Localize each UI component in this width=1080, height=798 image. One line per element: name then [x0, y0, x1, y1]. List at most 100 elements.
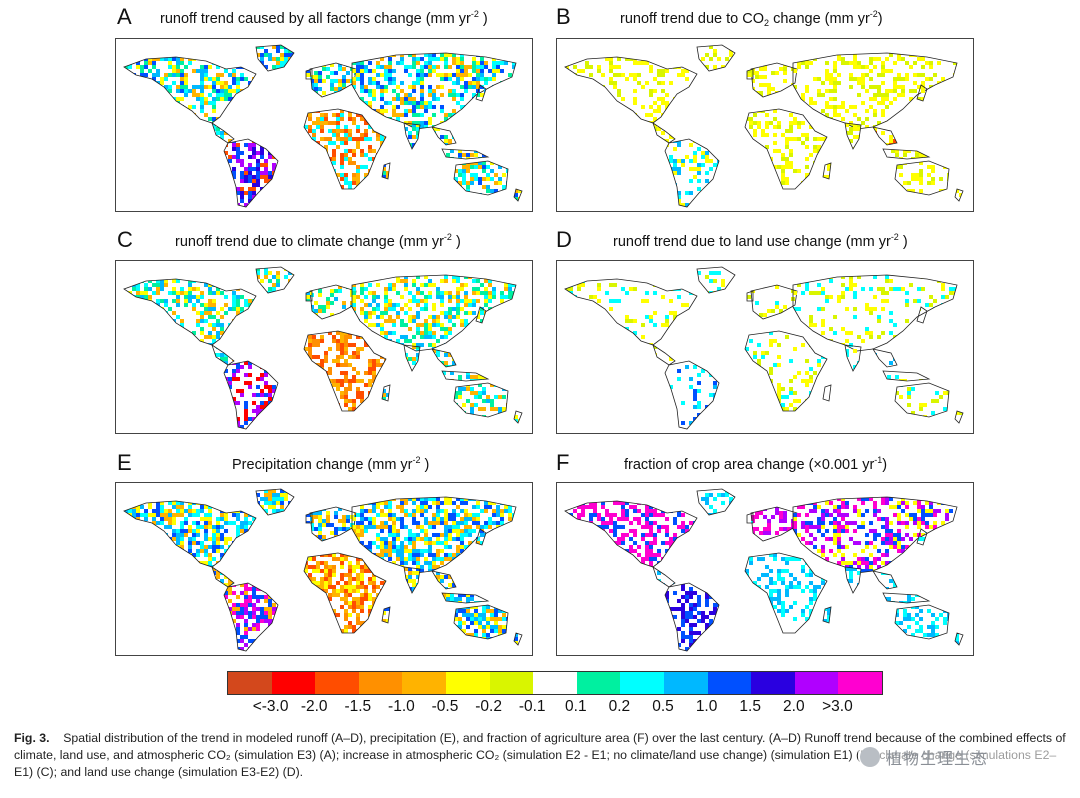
- colorbar-swatch-10: [663, 672, 708, 694]
- title-b-mid: change (mm yr: [769, 11, 870, 27]
- coastline-northAmerica: [564, 500, 698, 568]
- land-pixels-northAmerica: [565, 501, 697, 567]
- land-pixels-indonesia: [887, 375, 923, 381]
- coastline-uk: [746, 512, 754, 524]
- land-pixels-india: [845, 567, 861, 593]
- land-pixels-asia: [793, 275, 957, 351]
- panel-title-c: runoff trend due to climate change (mm y…: [175, 232, 461, 250]
- coastline-indonesia: [882, 592, 931, 604]
- coastline-madagascar: [381, 606, 391, 624]
- colorbar-tick-label: 0.2: [608, 698, 631, 715]
- colorbar-tick-label: 2.0: [783, 698, 805, 715]
- colorbar-swatch-12: [751, 672, 795, 694]
- coastline-greenland: [255, 266, 295, 294]
- coastline-japan: [475, 306, 487, 324]
- title-e-end: ): [420, 457, 430, 473]
- coastline-seAsia: [872, 348, 898, 368]
- land-pixels-asia: [352, 497, 516, 573]
- coastline-asia: [792, 274, 958, 352]
- coastline-centralAm: [211, 344, 235, 366]
- panel-letter-b: B: [556, 4, 571, 29]
- land-pixels-india: [845, 123, 861, 149]
- coastline-europe: [750, 506, 798, 542]
- colorbar-swatch-8: [576, 672, 621, 694]
- coastline-asia: [351, 274, 517, 352]
- coastline-uk: [305, 290, 313, 302]
- coastline-northAmerica: [123, 56, 257, 124]
- watermark: 植物生理生态: [858, 744, 1063, 770]
- coastline-northAmerica: [564, 278, 698, 346]
- colorbar-swatch-2: [315, 672, 359, 694]
- panel-title-a: runoff trend caused by all factors chang…: [160, 9, 488, 27]
- panel-letter-e: E: [117, 450, 132, 475]
- colorbar-tick-label: 1.5: [739, 698, 761, 715]
- title-e-sup: -2: [412, 455, 421, 465]
- land-pixels-asia: [793, 497, 957, 573]
- coastline-europe: [309, 284, 357, 320]
- colorbar-swatch-1: [271, 672, 316, 694]
- land-pixels-uk: [751, 521, 753, 523]
- colorbar: [227, 671, 883, 695]
- panel-letter-c: C: [117, 227, 133, 252]
- coastline-europe: [309, 506, 357, 542]
- coastline-seAsia: [872, 126, 898, 146]
- colorbar-swatch-7: [533, 672, 577, 694]
- land-pixels-africa: [745, 553, 827, 633]
- colorbar-tick-label: -1.5: [344, 698, 372, 715]
- coastline-greenland: [696, 44, 736, 72]
- coastline-greenland: [255, 488, 295, 516]
- coastline-madagascar: [822, 162, 832, 180]
- coastline-australia: [894, 160, 950, 196]
- coastline-africa: [303, 552, 387, 634]
- watermark-logo-icon: [860, 747, 880, 767]
- coastline-australia: [453, 382, 509, 418]
- title-b-sup: -2: [869, 9, 878, 19]
- map-panel-a: [115, 38, 533, 212]
- coastline-madagascar: [381, 162, 391, 180]
- land-pixels-southAmerica: [665, 583, 719, 651]
- coastline-madagascar: [822, 384, 832, 402]
- colorbar-tick-label: -0.2: [475, 698, 502, 715]
- colorbar-tick-label: -1.0: [388, 698, 415, 715]
- colorbar-swatch-13: [794, 672, 839, 694]
- title-a-end: ): [478, 11, 488, 27]
- coastline-india: [844, 566, 862, 594]
- coastline-europe: [750, 62, 798, 98]
- coastline-seAsia: [431, 348, 457, 368]
- title-a-text: runoff trend caused by all factors chang…: [160, 11, 471, 27]
- colorbar-swatch-5: [445, 672, 490, 694]
- land-pixels-uk: [306, 291, 312, 301]
- colorbar-swatch-11: [707, 672, 752, 694]
- coastline-greenland: [255, 44, 295, 72]
- coastline-newZealand: [954, 632, 964, 646]
- coastline-india: [403, 566, 421, 594]
- coastline-newZealand: [954, 188, 964, 202]
- coastline-australia: [453, 160, 509, 196]
- coastline-newZealand: [954, 410, 964, 424]
- coastline-northAmerica: [564, 56, 698, 124]
- land-pixels-northAmerica: [124, 501, 256, 567]
- coastline-indonesia: [882, 370, 931, 382]
- title-b-sub: 2: [764, 18, 770, 28]
- coastline-japan: [916, 84, 928, 102]
- coastline-australia: [894, 382, 950, 418]
- coastline-japan: [475, 528, 487, 546]
- land-pixels-india: [404, 567, 420, 593]
- title-b-end: ): [877, 11, 883, 27]
- coastline-indonesia: [441, 592, 490, 604]
- panel-letter-d: D: [556, 227, 572, 252]
- colorbar-swatch-6: [489, 672, 534, 694]
- coastline-northAmerica: [123, 278, 257, 346]
- panel-letter-f: F: [556, 450, 570, 475]
- coastline-africa: [303, 108, 387, 190]
- coastline-india: [844, 122, 862, 150]
- land-pixels-southAmerica: [224, 361, 278, 429]
- colorbar-swatch-0: [228, 672, 272, 694]
- coastline-madagascar: [822, 606, 832, 624]
- coastline-southAmerica: [664, 360, 720, 430]
- title-d-text: runoff trend due to land use change (mm …: [613, 234, 891, 250]
- panel-title-f: fraction of crop area change (×0.001 yr-…: [624, 455, 887, 473]
- coastline-india: [403, 122, 421, 150]
- world-map-e: [123, 488, 523, 652]
- colorbar-tick-label: >3.0: [822, 698, 853, 715]
